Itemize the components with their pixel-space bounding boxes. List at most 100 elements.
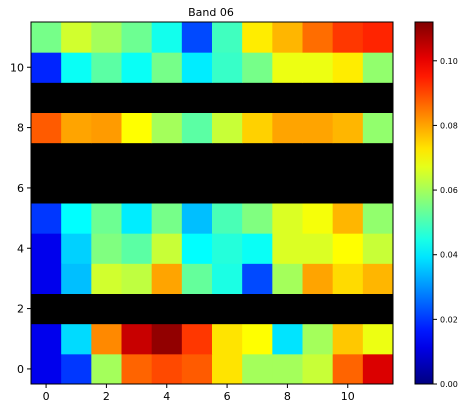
heatmap-cell [272,203,303,234]
heatmap-cell [302,233,334,264]
heatmap-cell [61,233,92,264]
heatmap-cell [91,263,122,294]
heatmap-cell [181,233,213,264]
heatmap-cell [91,112,122,144]
heatmap-cell [31,52,62,83]
heatmap-cell [332,52,364,83]
heatmap-cell [212,353,243,385]
heatmap-cell [121,263,153,294]
x-tick-label: 6 [224,390,231,403]
heatmap-cell [212,52,243,83]
heatmap-cell [332,323,364,355]
y-axis: 0 2 4 6 8 10 [10,61,31,376]
heatmap-cell [151,112,183,144]
heatmap-cell [362,233,394,264]
colorbar-ticks: 0.00 0.02 0.04 0.06 0.08 0.10 [433,57,458,389]
masked-row [31,172,393,204]
heatmap-cell [181,22,213,53]
colorbar-tick-label: 0.08 [440,121,458,130]
heatmap-cell [212,233,243,264]
heatmap-cell [212,22,243,53]
y-tick-label: 0 [17,363,24,376]
heatmap-cell [91,233,122,264]
heatmap-cell [332,353,364,385]
heatmap-cell [302,263,334,294]
heatmap-cell [91,203,122,234]
heatmap-cell [151,52,183,83]
heatmap-cell [242,323,273,355]
heatmap-cell [272,323,303,355]
masked-row [31,82,393,113]
heatmap-cell [121,22,153,53]
x-tick-label: 10 [341,390,355,403]
heatmap-cell [151,203,183,234]
heatmap-cell [121,353,153,385]
colorbar-gradient [414,21,434,385]
heatmap-cell [302,203,334,234]
chart-title: Band 06 [188,6,234,19]
heatmap-cell [302,52,334,83]
x-tick-label: 0 [43,390,50,403]
heatmap-cell [151,263,183,294]
masked-row [31,293,393,325]
heatmap-cell [362,263,394,294]
heatmap-cell [242,22,273,53]
heatmap-cell [91,353,122,385]
heatmap-cell [61,22,92,53]
heatmap-cell [151,353,183,385]
heatmap-cell [121,52,153,83]
x-tick-label: 8 [284,390,291,403]
x-tick-label: 4 [163,390,170,403]
heatmap-cell [181,263,213,294]
heatmap-cell [31,323,62,355]
heatmap-cell [332,22,364,53]
heatmap-cell [302,22,334,53]
heatmap-cell [61,353,92,385]
heatmap-cell [302,353,334,385]
y-tick-label: 8 [17,122,24,135]
heatmap-cell [302,112,334,144]
heatmap-cell [121,323,153,355]
heatmap-cell [332,233,364,264]
heatmap-cell [61,112,92,144]
heatmap-cell [61,263,92,294]
heatmap-cell [242,233,273,264]
heatmap-cell [151,323,183,355]
heatmap-cell [31,263,62,294]
heatmap-cell [181,203,213,234]
heatmap-cell [212,263,243,294]
heatmap-cell [181,112,213,144]
heatmap-cell [332,263,364,294]
heatmap-cell [31,203,62,234]
heatmap-cell [91,52,122,83]
colorbar-tick-label: 0.02 [440,315,458,324]
heatmap-cell [151,22,183,53]
y-tick-label: 2 [17,303,24,316]
heatmap-cell [181,353,213,385]
heatmap-cell [91,22,122,53]
heatmap-cell [272,112,303,144]
heatmap-cell [332,203,364,234]
heatmap-cell [242,203,273,234]
heatmap-cell [151,233,183,264]
x-axis: 0 2 4 6 8 10 [43,384,355,403]
heatmap-cell [31,233,62,264]
heatmap-cell [242,52,273,83]
colorbar-tick-label: 0.10 [440,57,458,66]
heatmap-cell [212,203,243,234]
heatmap-cell [272,263,303,294]
heatmap-cell [362,22,394,53]
y-tick-label: 10 [10,61,24,74]
heatmap-cell [362,353,394,385]
heatmap-cell [121,112,153,144]
heatmap-cell [242,353,273,385]
y-tick-label: 4 [17,242,24,255]
heatmap-cell [91,323,122,355]
heatmap-cell [31,353,62,385]
heatmap-cell [302,323,334,355]
masked-row [31,142,393,174]
heatmap-cell [272,353,303,385]
plot-frame [30,21,394,385]
heatmap-cell [31,112,62,144]
